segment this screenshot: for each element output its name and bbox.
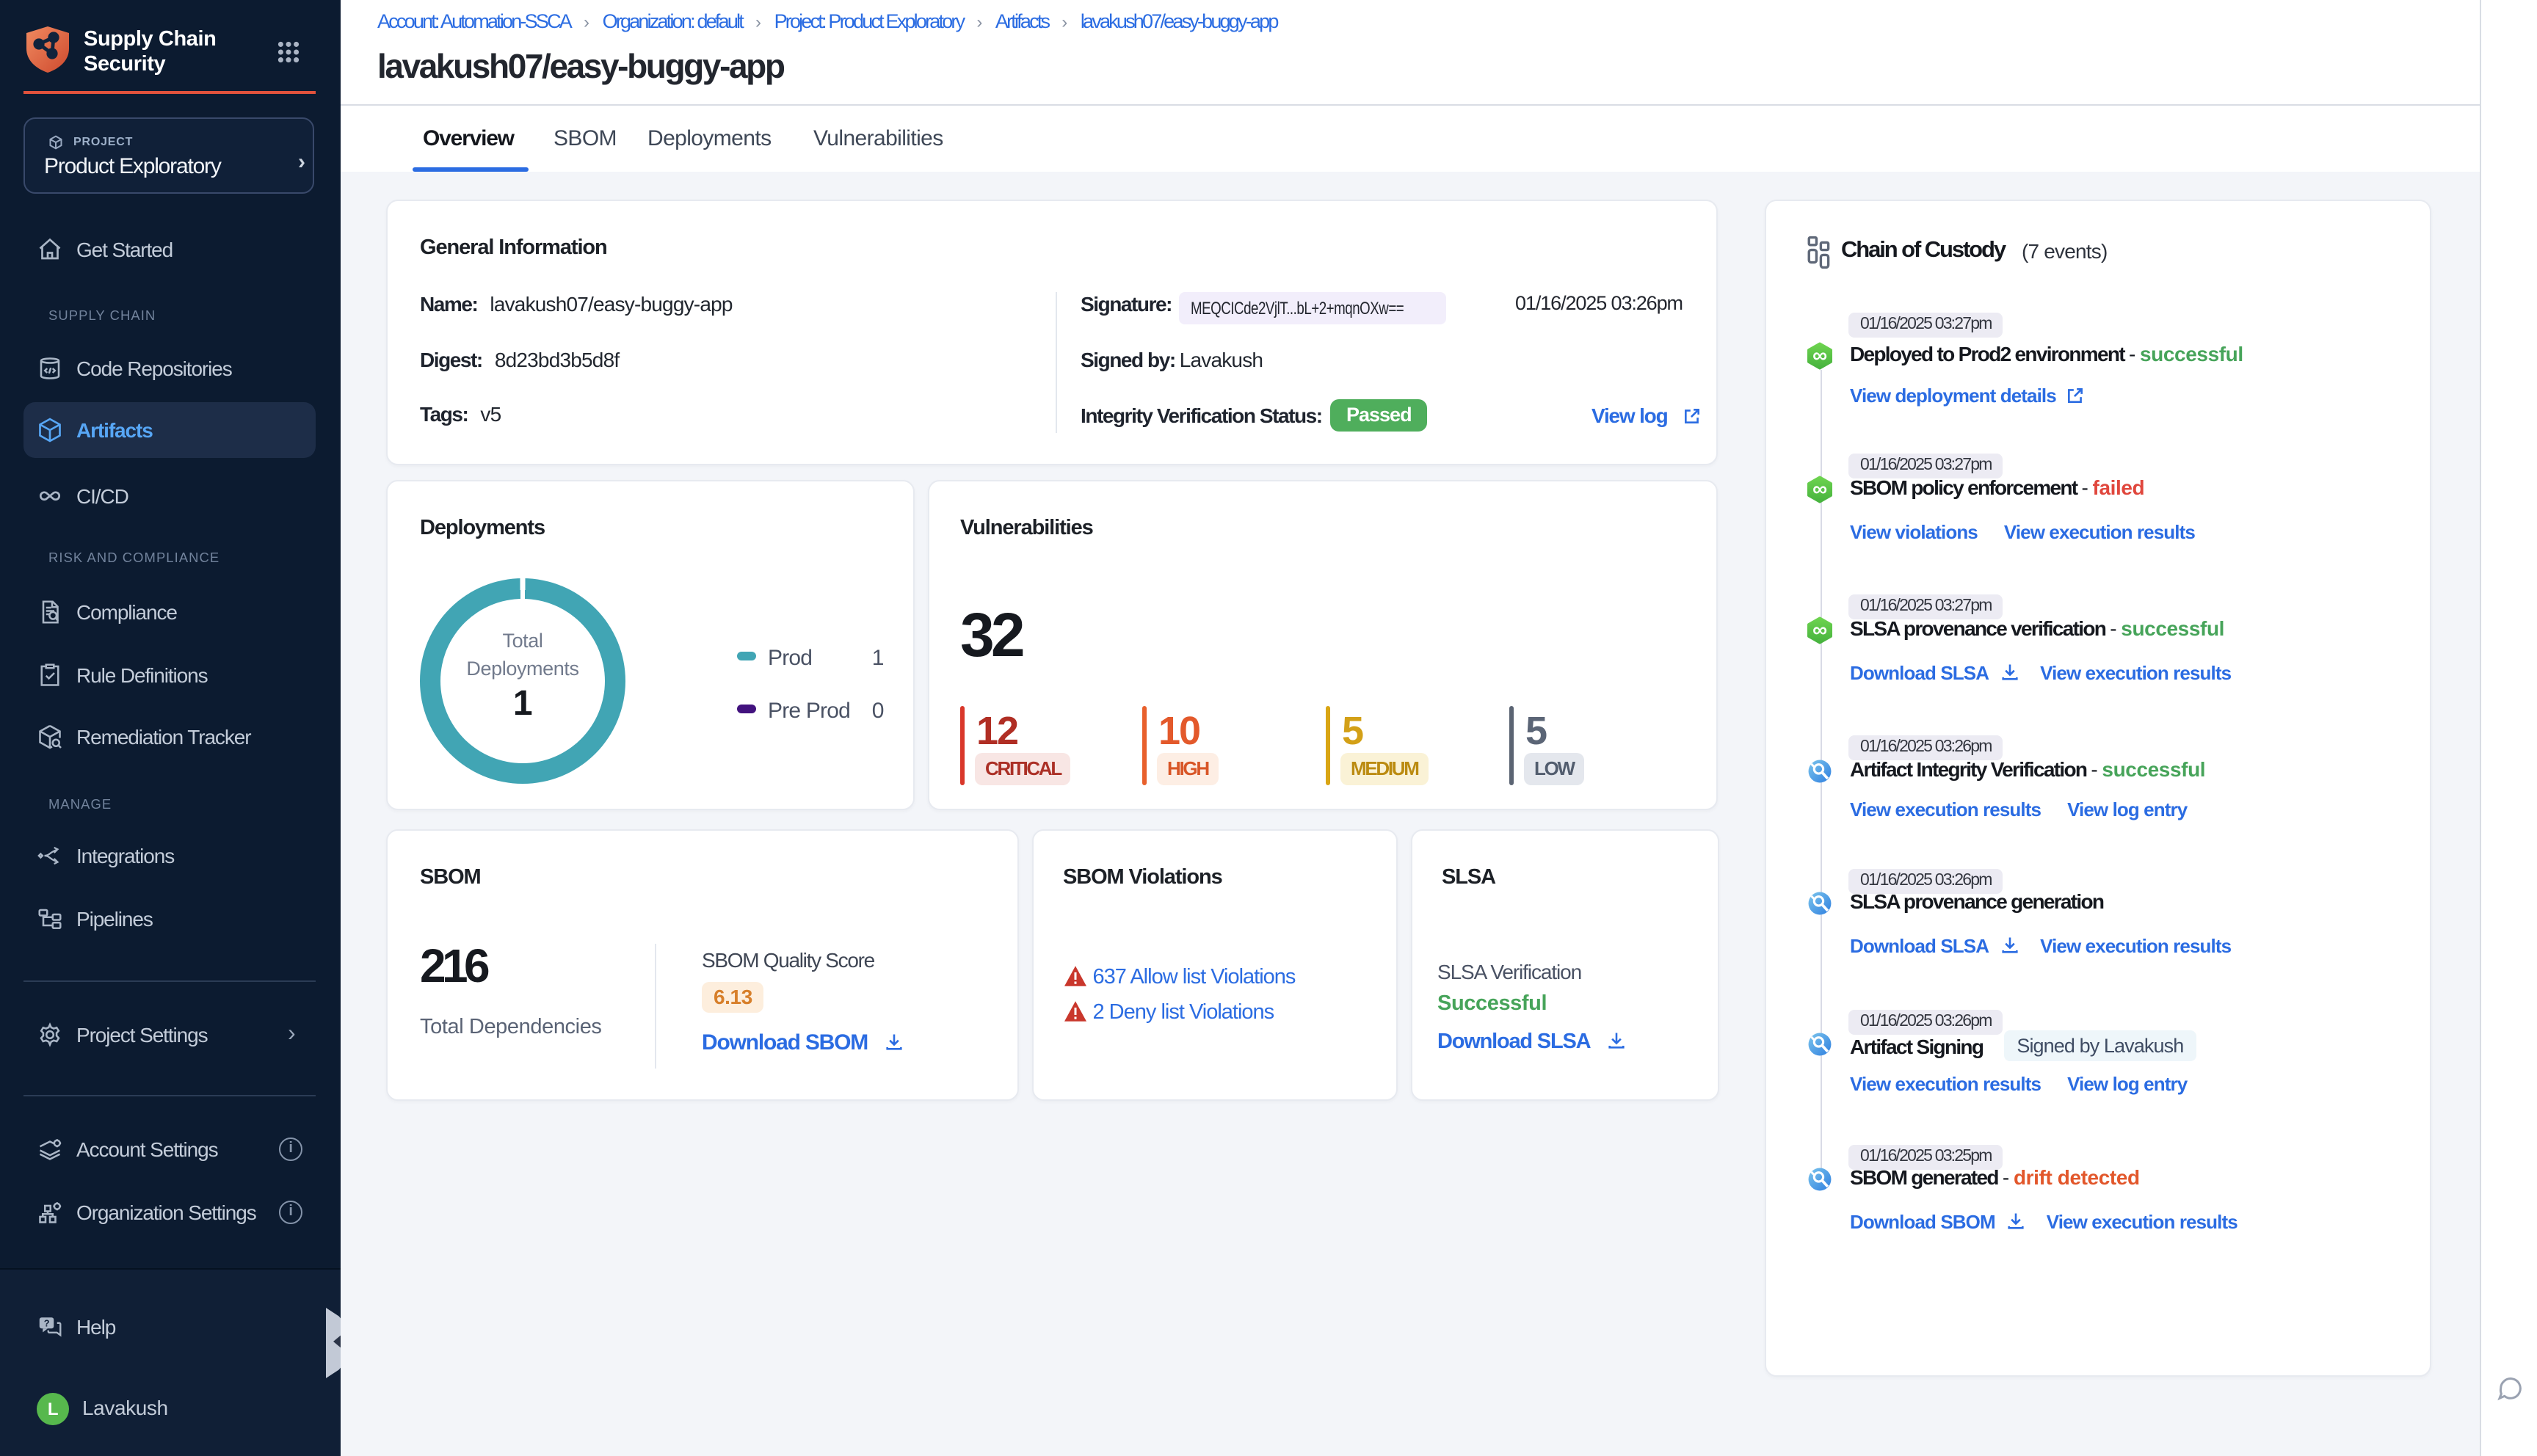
svg-text:∞: ∞ (1812, 478, 1827, 500)
svg-text:?: ? (44, 1317, 50, 1328)
svg-text:∞: ∞ (1812, 344, 1827, 367)
svg-text:∞: ∞ (1812, 619, 1827, 641)
